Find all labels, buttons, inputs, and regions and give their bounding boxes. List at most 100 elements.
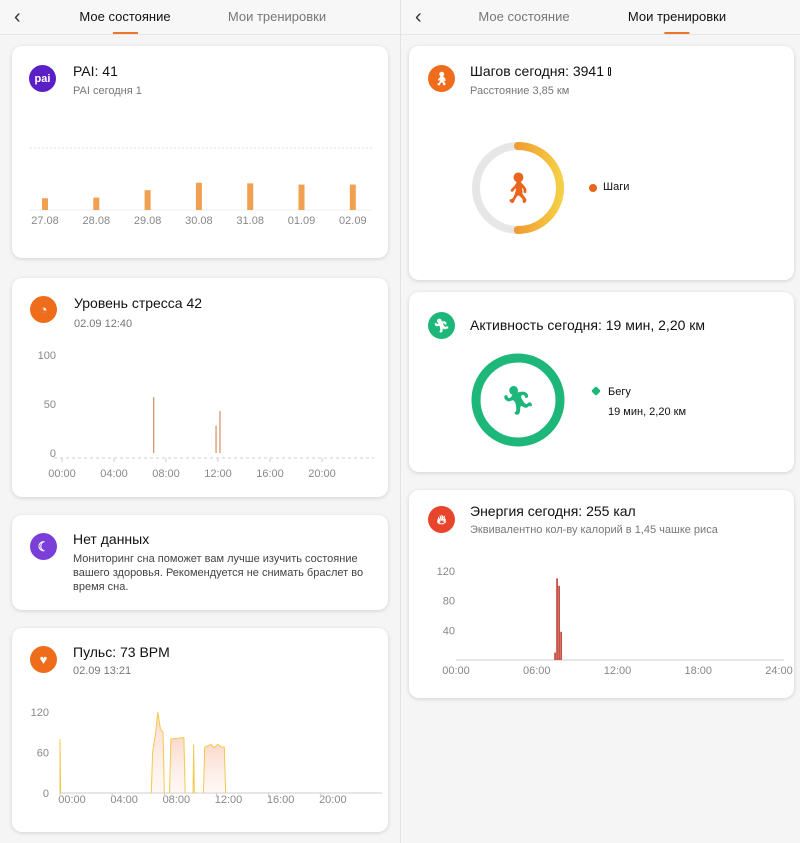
data-bar — [554, 652, 556, 660]
pulse-line — [150, 711, 165, 794]
data-bar — [560, 631, 562, 660]
back-chevron-icon[interactable]: ‹ — [14, 6, 21, 28]
sleep-title: Нет данных — [73, 531, 150, 547]
pai-bar — [195, 182, 202, 210]
x-tick-label: 31.08 — [236, 215, 264, 227]
y-tick-label: 40 — [443, 625, 455, 637]
pai-bar — [93, 197, 100, 210]
pulse-line — [59, 738, 62, 794]
steps-title: Шагов сегодня: 3941 — [470, 63, 611, 79]
energy-card[interactable]: 🔥︎ Энергия сегодня: 255 кал Эквивалентно… — [409, 490, 794, 698]
steps-subtitle: Расстояние 3,85 км — [470, 85, 570, 97]
pai-bar — [247, 183, 254, 210]
y-tick-label: 60 — [37, 748, 49, 760]
my-state-screen: ‹ Мое состояние Мои тренировки pai PAI: … — [0, 0, 400, 843]
x-tick-label: 27.08 — [31, 215, 59, 227]
data-bar — [153, 397, 155, 453]
pulse-line — [192, 744, 195, 794]
tab-my-workouts[interactable]: Мои тренировки — [227, 9, 327, 24]
x-tick-label: 16:00 — [256, 468, 284, 480]
steps-card[interactable]: 🚶︎ Шагов сегодня: 3941 Расстояние 3,85 к… — [409, 46, 794, 280]
y-tick-label: 0 — [50, 448, 56, 460]
y-tick-label: 0 — [43, 788, 49, 800]
x-tick-label: 30.08 — [185, 215, 213, 227]
sleep-text: Мониторинг сна поможет вам лучше изучить… — [73, 553, 364, 593]
pulse-area — [203, 744, 226, 793]
x-tick-label: 06:00 — [523, 665, 551, 677]
steps-legend: Шаги — [603, 181, 630, 193]
pai-bar — [144, 190, 151, 210]
stress-chart: 100 50 0 00:00 04:00 08:00 12:00 16:00 20:00 — [38, 350, 374, 480]
x-tick-label: 01.09 — [288, 215, 316, 227]
pulse-subtitle: 02.09 13:21 — [73, 665, 132, 677]
my-workouts-screen: ‹ Мое состояние Мои тренировки 🚶︎ Шагов … — [400, 0, 800, 843]
header: ‹ Мое состояние Мои тренировки — [0, 0, 400, 35]
tab-my-workouts[interactable]: Мои тренировки — [627, 9, 727, 24]
x-tick-label: 20:00 — [319, 794, 347, 806]
data-bar — [556, 578, 558, 660]
pulse-area — [169, 737, 186, 793]
stress-card[interactable]: ◔ Уровень стресса 42 02.09 12:40 100 50 0 0… — [12, 278, 388, 497]
activity-ring: 🏃︎ — [471, 353, 565, 447]
running-icon: 🏃︎ — [428, 312, 455, 339]
x-tick-label: 04:00 — [100, 468, 128, 480]
x-tick-label: 00:00 — [58, 794, 86, 806]
x-tick-label: 28.08 — [83, 215, 111, 227]
x-tick-label: 08:00 — [163, 794, 191, 806]
back-chevron-icon[interactable]: ‹ — [415, 6, 422, 28]
device-icon — [607, 67, 611, 76]
energy-chart: 120 80 40 00:00 06:00 12:00 18:00 24:00 — [437, 566, 793, 677]
x-tick-label: 12:00 — [604, 665, 632, 677]
walking-icon: 🚶︎ — [428, 65, 455, 92]
data-bar — [215, 425, 217, 453]
activity-title: Активность сегодня: 19 мин, 2,20 км — [470, 317, 706, 333]
pai-bar — [349, 184, 356, 210]
activity-ring-progress — [471, 353, 565, 447]
y-tick-label: 120 — [437, 566, 455, 578]
steps-legend-dot — [589, 184, 597, 192]
steps-ring: 🚶︎ — [472, 142, 564, 234]
pulse-title: Пульс: 73 BPM — [73, 644, 170, 660]
activity-legend: Бегу — [608, 386, 631, 398]
pulse-line — [202, 743, 227, 794]
x-tick-label: 29.08 — [134, 215, 162, 227]
x-tick-label: 12:00 — [204, 468, 232, 480]
activity-card[interactable]: 🏃︎ Активность сегодня: 19 мин, 2,20 км 🏃… — [409, 292, 794, 472]
pai-card[interactable]: pai PAI: 41 PAI сегодня 1 27.08 28.08 29.0… — [12, 46, 388, 258]
y-tick-label: 80 — [443, 596, 455, 608]
x-tick-label: 08:00 — [152, 468, 180, 480]
y-tick-label: 100 — [38, 350, 56, 362]
x-tick-label: 16:00 — [267, 794, 295, 806]
x-tick-label: 20:00 — [308, 468, 336, 480]
x-tick-label: 04:00 — [110, 794, 138, 806]
sleep-card[interactable]: ☾ Нет данных Мониторинг сна поможет вам … — [12, 515, 388, 610]
x-tick-label: 24:00 — [765, 665, 793, 677]
data-bar — [558, 585, 560, 660]
stress-title: Уровень стресса 42 — [74, 295, 203, 311]
tab-my-state[interactable]: Мое состояние — [478, 9, 570, 24]
pulse-area — [151, 712, 165, 793]
x-tick-label: 00:00 — [48, 468, 76, 480]
running-figure-icon: 🏃︎ — [500, 385, 536, 416]
x-tick-label: 02.09 — [339, 215, 367, 227]
pulse-chart: 120 60 0 00:00 04:00 08:00 12:00 16:00 20:00 — [31, 707, 382, 806]
x-tick-label: 18:00 — [684, 665, 712, 677]
y-tick-label: 50 — [44, 399, 56, 411]
stress-gauge-icon: ◔ — [30, 296, 57, 323]
x-tick-label: 12:00 — [215, 794, 243, 806]
pulse-card[interactable]: ♥ Пульс: 73 BPM 02.09 13:21 120 60 0 00:00 0… — [12, 628, 388, 832]
walking-figure-icon: 🚶︎ — [499, 172, 537, 205]
flame-icon: 🔥︎ — [428, 506, 455, 533]
energy-title: Энергия сегодня: 255 кал — [470, 503, 636, 519]
pai-subtitle: PAI сегодня 1 — [73, 85, 142, 97]
pai-bar — [298, 184, 305, 210]
pai-chart: 27.08 28.08 29.08 30.08 31.08 01.09 02.09 — [30, 147, 372, 227]
pai-title: PAI: 41 — [73, 63, 118, 79]
data-bar — [219, 410, 221, 453]
energy-subtitle: Эквивалентно кол-ву калорий в 1,45 чашке… — [470, 524, 718, 536]
pai-icon: pai — [29, 65, 56, 92]
tab-my-state[interactable]: Мое состояние — [79, 9, 171, 24]
pai-bar — [42, 198, 48, 210]
header: ‹ Мое состояние Мои тренировки — [401, 0, 800, 35]
x-tick-label: 00:00 — [442, 665, 470, 677]
